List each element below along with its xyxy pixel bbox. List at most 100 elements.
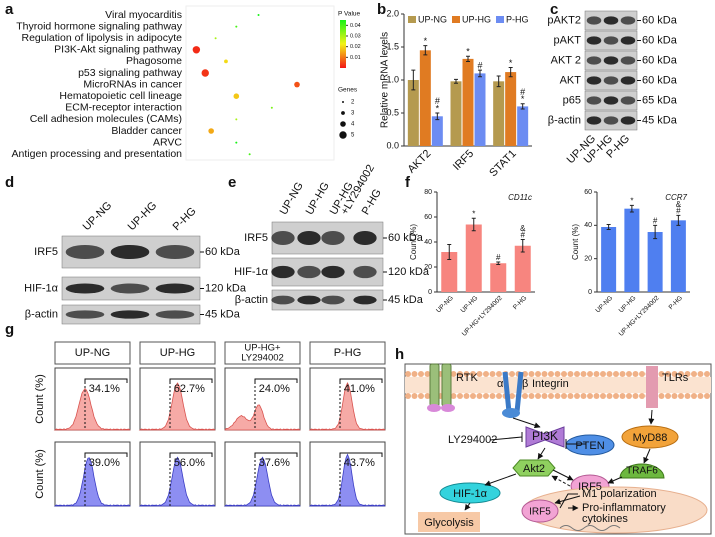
nuclear-irf5-node [521, 499, 559, 523]
error-bar [653, 224, 658, 240]
blot-band [586, 76, 602, 85]
term-label: Thyroid hormone signaling pathway [16, 20, 183, 32]
lipid-head [684, 371, 691, 377]
traf6-node [619, 463, 665, 479]
significance-mark: & [520, 224, 526, 233]
diagram-label: IRF5 [578, 481, 602, 493]
bar [407, 80, 419, 146]
blot-band [603, 96, 619, 105]
error-bar [471, 217, 476, 232]
lipid-head [632, 371, 639, 377]
gate [169, 378, 213, 383]
error-bar [478, 69, 482, 78]
lipid-head [665, 393, 671, 399]
legend-label: UP-NG [418, 14, 447, 24]
protein-label: IRF5 [34, 246, 58, 258]
lipid-head [476, 393, 483, 399]
dot [233, 93, 240, 99]
size-label: 60 kDa [642, 34, 678, 46]
y-axis-label: Count (%) [34, 449, 46, 499]
y-tick-label: 40 [584, 222, 592, 229]
arrow [464, 502, 471, 511]
error-bar [520, 103, 525, 110]
term-label: Bladder cancer [111, 125, 182, 137]
lipid-head [658, 393, 665, 399]
error-bar [466, 55, 470, 63]
blot-band [110, 244, 150, 260]
significance-mark: * [509, 58, 513, 68]
bar [465, 224, 482, 292]
term-label: ARVC [153, 136, 182, 148]
panel-label: b [377, 1, 386, 18]
significance-mark: * [436, 103, 440, 113]
lipid-head [411, 371, 418, 377]
term-label: Phagosome [126, 55, 182, 67]
x-tick-label: UP-HG [618, 295, 638, 315]
group-header: P-HG [334, 347, 362, 359]
protein-label: pAKT2 [547, 14, 581, 26]
size-label: 120 kDa [388, 266, 430, 278]
term-label: Hematopoietic cell lineage [59, 90, 182, 102]
y-tick-label: 0.0 [386, 140, 399, 150]
pathway-diagram [404, 363, 712, 535]
protein-label: HIF-1α [234, 266, 269, 278]
error-bar [435, 112, 440, 121]
bar [517, 106, 529, 146]
significance-mark: # [496, 253, 501, 262]
size-label: 45 kDa [388, 294, 424, 306]
gate [339, 452, 383, 457]
lipid-head [528, 393, 535, 399]
diagram-label: TRAF6 [626, 466, 658, 477]
lipid-head [613, 371, 619, 377]
plot-frame [185, 5, 335, 161]
x-tick-label: IRF5 [451, 148, 476, 173]
lipid-head [600, 371, 606, 377]
y-tick-label: 2.0 [386, 8, 399, 18]
tlr-receptor [646, 366, 658, 408]
blot-band [603, 76, 619, 85]
chart-title: CCR7 [665, 193, 687, 202]
blot-band [155, 310, 195, 319]
lipid-head [418, 393, 424, 399]
significance-mark: & [676, 200, 682, 209]
legend-swatch [408, 16, 416, 23]
blot-band [65, 283, 105, 294]
lipid-head [522, 371, 528, 377]
dot [235, 25, 238, 28]
lipid-head [496, 393, 502, 399]
bar [450, 81, 462, 146]
lipid-head [574, 371, 580, 377]
x-tick-label: UP-HG+LY294002 [618, 294, 661, 337]
error-bar [629, 204, 634, 213]
lipid-head [600, 393, 606, 399]
significance-mark: * [521, 94, 525, 104]
blot-band [65, 244, 105, 260]
arrow [643, 448, 651, 464]
legend-swatch [452, 16, 460, 23]
lipid-head [587, 393, 593, 399]
significance-mark: * [472, 209, 475, 218]
lipid-head [684, 393, 691, 399]
blot-band [65, 310, 105, 319]
arrow [551, 475, 571, 487]
size-key-label: 3 [351, 111, 355, 117]
gate [84, 452, 128, 457]
lipid-head [522, 393, 528, 399]
arrow [537, 447, 546, 460]
dot [192, 46, 201, 54]
histogram [224, 404, 301, 431]
diagram-label: IRF5 [529, 507, 551, 518]
blot-band [155, 283, 195, 294]
blot-band [620, 16, 636, 25]
group-header: UP-NG [75, 347, 110, 359]
integrin-receptor [502, 371, 524, 413]
bar [419, 50, 431, 146]
size-key [342, 101, 344, 103]
lipid-head [463, 393, 470, 399]
legend-label: P-HG [506, 14, 529, 24]
arrow [484, 473, 517, 487]
blot-band [110, 310, 150, 319]
y-axis-label: Count (%) [571, 224, 580, 260]
significance-mark: # [520, 87, 525, 97]
